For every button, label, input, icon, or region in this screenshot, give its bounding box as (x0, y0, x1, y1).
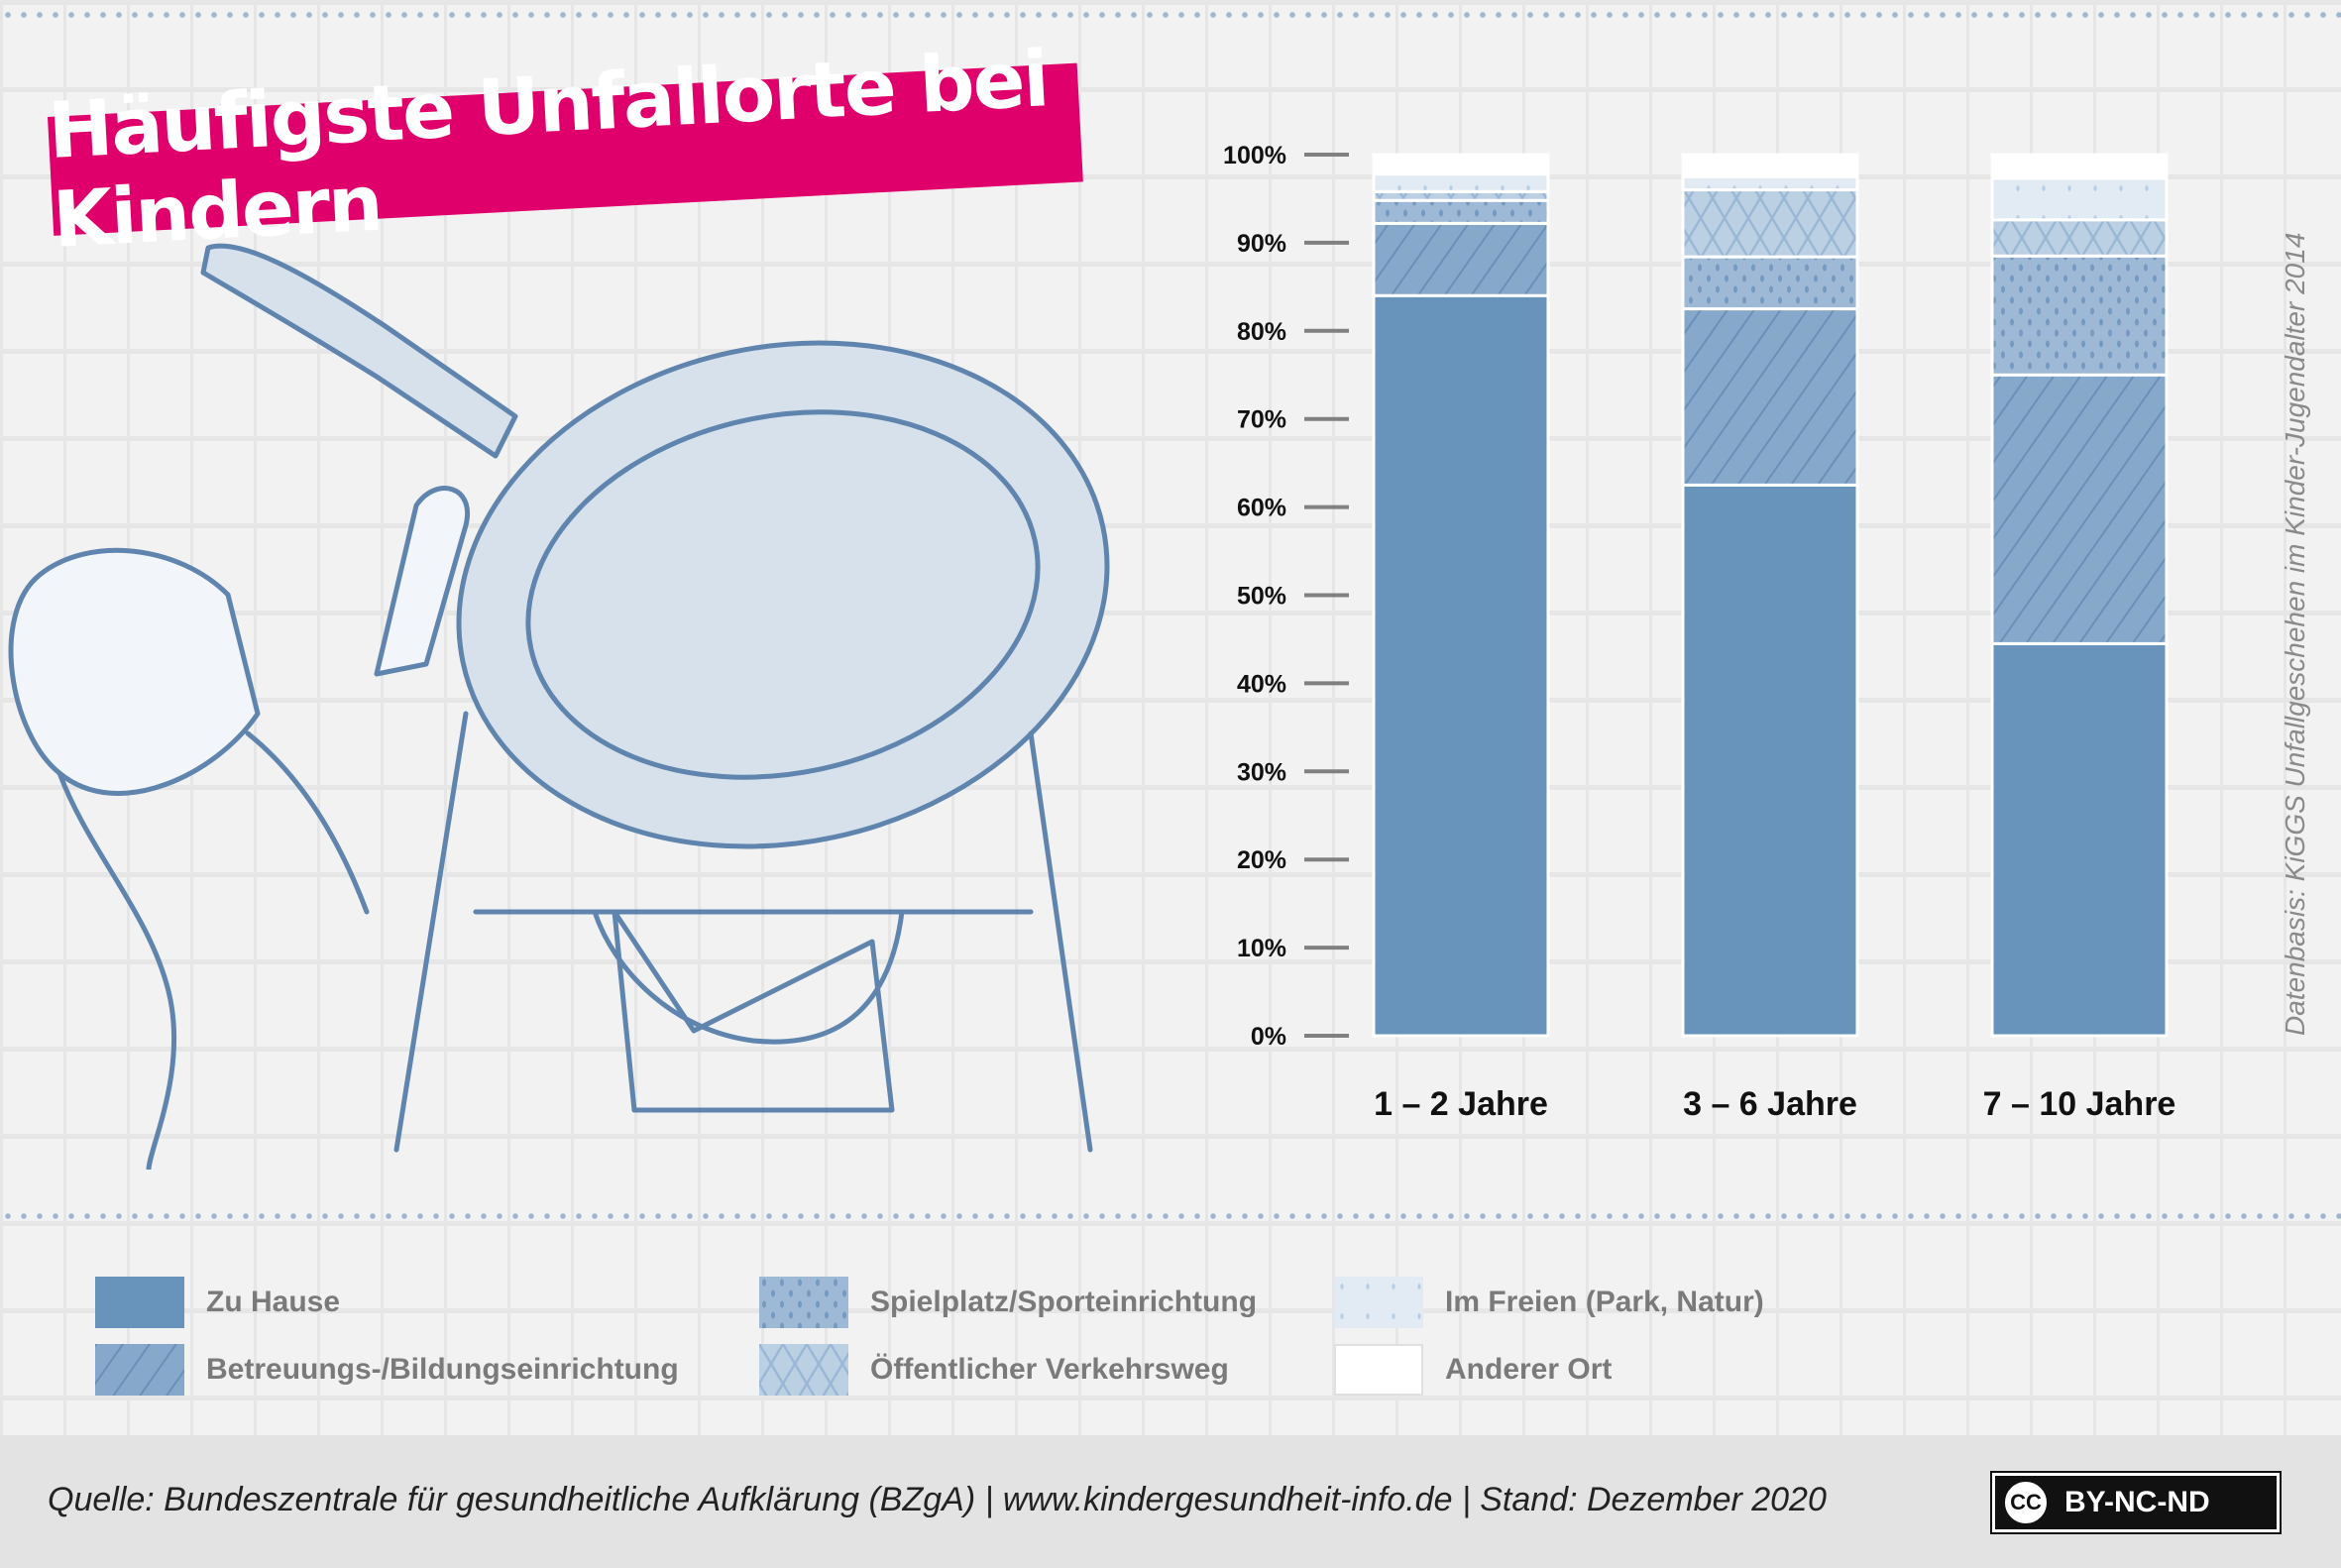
y-tick-label: 80% (1237, 318, 1286, 346)
x-category-label: 7 – 10 Jahre (1983, 1085, 2176, 1123)
middle-dotted-border (0, 1213, 2341, 1219)
bar-segment-zu-hause (1681, 483, 1859, 1038)
bar-segment-anderer-ort (1372, 153, 1550, 176)
legend-item-zu-hause: Zu Hause (95, 1277, 340, 1328)
legend-item-anderer-ort: Anderer Ort (1334, 1344, 1612, 1396)
bar-segment-anderer-ort (1990, 153, 2169, 180)
bar-segment-spielplatz-sporteinrichtung (1372, 198, 1550, 225)
bar-segment--ffentlicher-verkehrsweg (1990, 218, 2169, 258)
bar-segment-im-freien-park-natur- (1990, 176, 2169, 222)
legend-item-spielplatz: Spielplatz/Sporteinrichtung (759, 1277, 1257, 1328)
legend: Zu Hause Betreuungs-/Bildungseinrichtung… (0, 1259, 2341, 1398)
footer: Quelle: Bundeszentrale für gesundheitlic… (0, 1435, 2341, 1568)
bar-segment-anderer-ort (1681, 153, 1859, 178)
y-tick-label: 30% (1237, 758, 1286, 786)
legend-label: Zu Hause (206, 1286, 341, 1318)
legend-item-verkehrsweg: Öffentlicher Verkehrsweg (759, 1344, 1229, 1396)
legend-swatch (759, 1344, 848, 1396)
stacked-bar-chart: 0% 10% 20% 30% 40% 50% 60% 70% 80% 90% 100% 1 – 2 … (1223, 142, 2175, 1123)
legend-item-im-freien: Im Freien (Park, Natur) (1334, 1277, 1764, 1328)
legend-label: Im Freien (Park, Natur) (1445, 1286, 1764, 1318)
x-category-label: 3 – 6 Jahre (1683, 1085, 1857, 1123)
y-tick-label: 40% (1237, 670, 1286, 698)
y-tick-label: 20% (1237, 846, 1286, 874)
x-axis: 1 – 2 Jahre 3 – 6 Jahre 7 – 10 Jahre (1374, 1085, 2175, 1123)
legend-swatch (759, 1277, 848, 1328)
legend-label: Anderer Ort (1445, 1353, 1613, 1386)
legend-label: Spielplatz/Sporteinrichtung (870, 1286, 1258, 1318)
legend-swatch (1334, 1277, 1423, 1328)
y-tick-label: 100% (1223, 142, 1286, 169)
source-text: Quelle: Bundeszentrale für gesundheitlic… (48, 1481, 1827, 1518)
top-dotted-border (0, 12, 2341, 18)
bar-segment-im-freien-park-natur- (1372, 172, 1550, 193)
y-tick-label: 50% (1237, 583, 1286, 611)
creative-commons-icon: CC (2001, 1478, 2051, 1527)
bar-segment-im-freien-park-natur- (1681, 174, 1859, 192)
y-tick-label: 10% (1237, 935, 1286, 962)
bar-segment--ffentlicher-verkehrsweg (1681, 188, 1859, 259)
legend-swatch (95, 1344, 184, 1396)
bar-segment-betreuungs-bildungseinrichtung (1681, 307, 1859, 487)
bar-segment-zu-hause (1372, 293, 1550, 1038)
x-category-label: 1 – 2 Jahre (1374, 1085, 1548, 1123)
data-basis-note: Datenbasis: KiGGS Unfallgeschehen im Kin… (2280, 232, 2310, 1036)
bar-segment-zu-hause (1990, 641, 2169, 1038)
legend-label: Betreuungs-/Bildungseinrichtung (206, 1353, 679, 1386)
legend-label: Öffentlicher Verkehrsweg (870, 1353, 1229, 1386)
bar-segment-betreuungs-bildungseinrichtung (1372, 221, 1550, 297)
child-with-pan-illustration (8, 243, 1110, 1170)
license-badge[interactable]: CC BY-NC-ND (1990, 1471, 2282, 1534)
legend-swatch (95, 1277, 184, 1328)
y-axis: 0% 10% 20% 30% 40% 50% 60% 70% 80% 90% 100% (1223, 142, 1349, 1051)
license-label: BY-NC-ND (2064, 1486, 2210, 1518)
bar-segment-betreuungs-bildungseinrichtung (1990, 373, 2169, 645)
y-tick-label: 0% (1251, 1023, 1286, 1051)
bars (1372, 153, 2169, 1038)
legend-swatch (1334, 1344, 1423, 1396)
bar-segment-spielplatz-sporteinrichtung (1681, 255, 1859, 311)
bar-segment-spielplatz-sporteinrichtung (1990, 254, 2169, 377)
y-tick-label: 60% (1237, 495, 1286, 522)
legend-item-betreuung: Betreuungs-/Bildungseinrichtung (95, 1344, 679, 1396)
y-tick-label: 70% (1237, 406, 1286, 434)
y-tick-label: 90% (1237, 230, 1286, 258)
